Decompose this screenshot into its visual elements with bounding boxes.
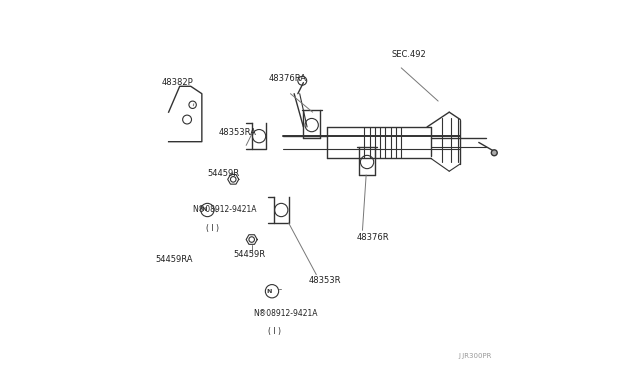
Text: SEC.492: SEC.492 [392,51,427,60]
Text: J JR300PR: J JR300PR [458,353,492,359]
Text: N: N [266,289,271,294]
Text: 54459RA: 54459RA [156,255,193,264]
Text: 48353RA: 48353RA [218,128,257,137]
Text: 48382P: 48382P [161,78,193,87]
Text: N®08912-9421A: N®08912-9421A [253,309,318,318]
Circle shape [492,150,497,156]
Text: 54459R: 54459R [207,169,239,177]
Text: 54459R: 54459R [233,250,266,259]
Text: 48353R: 48353R [309,276,341,285]
Text: ( I ): ( I ) [268,327,282,336]
Text: N: N [202,208,207,212]
Text: 48376R: 48376R [357,233,390,242]
Text: N®08912-9421A: N®08912-9421A [193,205,257,215]
Text: ( I ): ( I ) [205,224,218,233]
Text: 48376RA: 48376RA [268,74,307,83]
